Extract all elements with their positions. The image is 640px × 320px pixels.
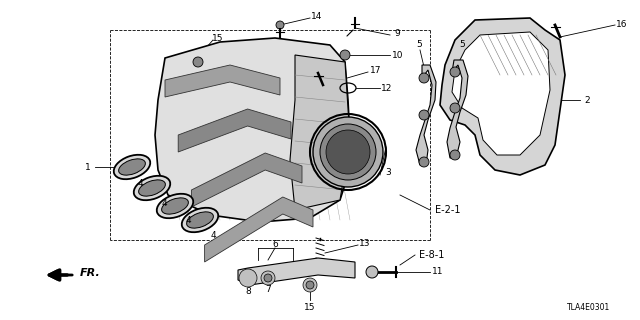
Circle shape	[242, 272, 254, 284]
Ellipse shape	[139, 180, 165, 196]
Text: 9: 9	[394, 28, 400, 37]
Text: 10: 10	[392, 51, 404, 60]
Text: E-2-1: E-2-1	[435, 205, 461, 215]
Polygon shape	[238, 258, 355, 285]
Polygon shape	[416, 65, 436, 165]
Text: 1: 1	[85, 163, 91, 172]
Ellipse shape	[182, 208, 218, 232]
Circle shape	[239, 269, 257, 287]
Circle shape	[313, 117, 383, 187]
Circle shape	[193, 57, 203, 67]
Text: 15: 15	[304, 302, 316, 311]
Circle shape	[450, 67, 460, 77]
Circle shape	[419, 157, 429, 167]
Text: 15: 15	[212, 34, 224, 43]
Circle shape	[340, 50, 350, 60]
Text: 16: 16	[616, 20, 628, 28]
Ellipse shape	[134, 176, 170, 200]
Circle shape	[261, 271, 275, 285]
Text: 8: 8	[245, 287, 251, 297]
Ellipse shape	[157, 194, 193, 218]
Polygon shape	[191, 153, 302, 207]
Circle shape	[450, 150, 460, 160]
Circle shape	[326, 130, 370, 174]
Polygon shape	[205, 197, 313, 262]
Text: TLA4E0301: TLA4E0301	[567, 303, 610, 312]
Circle shape	[264, 274, 272, 282]
Text: 7: 7	[265, 285, 271, 294]
Text: 17: 17	[371, 66, 381, 75]
Polygon shape	[447, 60, 468, 158]
Circle shape	[303, 278, 317, 292]
Text: 6: 6	[272, 239, 278, 249]
Text: 14: 14	[311, 12, 323, 20]
Circle shape	[320, 124, 376, 180]
Text: E-8-1: E-8-1	[419, 250, 445, 260]
Circle shape	[450, 103, 460, 113]
Circle shape	[419, 110, 429, 120]
Circle shape	[245, 275, 251, 281]
Polygon shape	[178, 109, 291, 152]
Ellipse shape	[187, 212, 213, 228]
Polygon shape	[165, 65, 280, 97]
Ellipse shape	[118, 159, 145, 175]
Text: 4: 4	[161, 198, 167, 207]
Text: 12: 12	[381, 84, 393, 92]
Polygon shape	[452, 32, 550, 155]
Text: 4: 4	[185, 215, 191, 225]
Text: FR.: FR.	[80, 268, 100, 278]
Polygon shape	[290, 55, 350, 210]
Text: 4: 4	[137, 179, 143, 188]
Circle shape	[366, 266, 378, 278]
Circle shape	[306, 281, 314, 289]
Text: 2: 2	[584, 95, 590, 105]
Ellipse shape	[114, 155, 150, 179]
Text: 3: 3	[385, 167, 391, 177]
Ellipse shape	[162, 198, 188, 214]
Circle shape	[276, 21, 284, 29]
Text: 4: 4	[210, 230, 216, 239]
Circle shape	[419, 73, 429, 83]
Text: 11: 11	[432, 268, 444, 276]
Polygon shape	[440, 18, 565, 175]
Text: 13: 13	[359, 238, 371, 247]
Text: 5: 5	[416, 39, 422, 49]
Text: 5: 5	[459, 39, 465, 49]
Polygon shape	[155, 38, 350, 222]
